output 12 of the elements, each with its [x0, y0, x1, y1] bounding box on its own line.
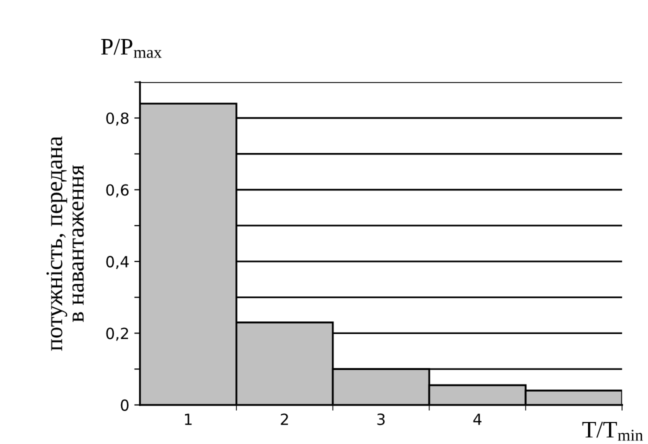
y-tick-label: 0,2 — [106, 328, 128, 341]
x-tick-label: 1 — [184, 414, 192, 425]
x-tick-label: 4 — [473, 414, 482, 425]
x-axis-title: T/T$_{min}$ — [582, 422, 643, 441]
y-tick-label: 0,6 — [106, 184, 129, 198]
x-tick-label: 2 — [280, 414, 288, 425]
y-axis-title: потужність, передана в навантаження — [46, 136, 84, 351]
y-tick-label: 0,4 — [106, 256, 129, 270]
y-tick-label: 0,8 — [106, 112, 129, 126]
text: P/P$_{max}$ — [101, 38, 162, 58]
x-tick-label: 3 — [377, 414, 385, 426]
y-tick-label: 0 — [120, 399, 129, 411]
